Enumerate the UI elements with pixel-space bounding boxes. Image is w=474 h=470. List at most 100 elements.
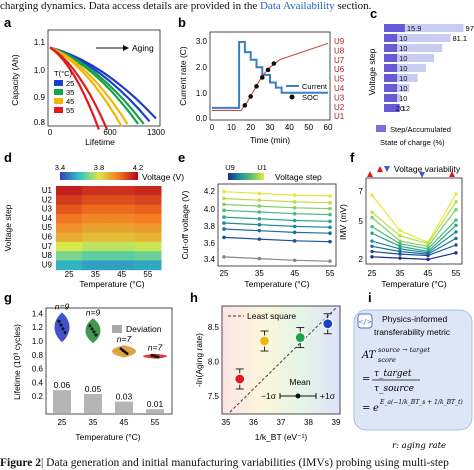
e-line-8 [223,256,331,262]
g-ytick-0.6: 0.6 [32,365,44,374]
g-n-label-3: n=7 [148,343,163,353]
c-step-label-1: 10 [399,34,407,43]
b-rtick-U7: U7 [334,56,345,65]
panel-d-letter: d [4,150,12,165]
g-dev-bar-3 [146,409,164,413]
h-ytick-8.5: 8.5 [208,323,220,332]
e-point-6-3 [328,231,332,235]
g-xlabel: Temperature (°C) [75,432,140,442]
f-point-3-1 [398,241,402,246]
c-step-label-8: 12 [402,104,410,113]
legend-current-label: Current [302,82,328,91]
b-rtick-U3: U3 [334,93,345,102]
soc-point-1 [248,94,253,99]
e-line-7 [223,236,331,243]
figure-label: Figure 2 [0,457,41,469]
g-legend-label: Deviation [126,324,162,334]
d-row-U1: U1 [42,186,53,195]
i-equals-2: = [362,403,370,414]
e-point-7-1 [257,237,262,241]
g-frame [45,307,173,415]
e-cb-left: U9 [225,163,235,172]
f-legend-label: Voltage variability [394,164,461,174]
e-ytick-4: 3.4 [204,255,216,264]
soc-points [242,61,277,108]
a-curve-5 [49,46,123,128]
caption-suffix: section. [334,0,372,12]
panel-e-letter: e [178,150,185,165]
d-cell-4-3 [134,223,162,233]
legend-soc-swatch [289,94,295,100]
d-row-U7: U7 [42,242,53,251]
e-ytick-3: 3.6 [204,239,216,248]
f-point-2-3 [454,207,458,212]
panel-c-letter: c [370,6,377,21]
f-point-1-0 [370,210,374,214]
g-ytick-0.4: 0.4 [32,378,44,387]
d-cell-3-2 [108,213,136,224]
c-legend-label: Step/Accumulated [390,125,451,134]
e-point-4-1 [257,217,262,221]
c-step-label-0: 15.9 [407,24,422,33]
code-icon-glyph: </> [359,318,372,326]
e-point-5-0 [222,221,226,225]
d-cell-1-0 [56,195,83,206]
h-ylabel: -ln(Aging rate) [194,333,204,387]
d-cell-4-0 [56,223,83,233]
g-ytick-1.2: 1.2 [32,323,44,332]
g-dot-0-3 [63,330,67,334]
legend-mean-dot [295,393,301,399]
b-rtick-U5: U5 [334,75,345,84]
b-xtick-0: 0 [210,123,215,132]
i-formula-lhs: AT [361,350,377,361]
a-legend-swatch-25 [54,80,63,86]
aging-label: Aging [132,43,154,53]
a-curve-7 [49,46,100,130]
f-point-2-1 [398,239,402,243]
h-point-2 [294,331,306,344]
e-point-3-3 [328,212,332,217]
a-legend-title: T(°C) [54,69,72,78]
g-xtick-25: 25 [58,418,67,427]
e-point-6-1 [257,228,262,233]
g-n-label-0: n=9 [55,301,70,311]
top-caption: charging dynamics. Data access details a… [0,0,474,14]
c-step-label-4: 10 [399,64,407,73]
d-row-U4: U4 [42,214,53,223]
e-point-3-2 [292,211,297,216]
panel-a-plot: Aging 1.1 1.0 0.9 0.8 0 600 1300 Lifetim… [10,29,165,147]
soc-point-5 [271,61,277,66]
d-cell-0-0 [56,186,83,196]
c-step-bar-1 [384,34,398,42]
d-cell-2-1 [82,204,109,215]
d-cb-tick-2: 4.2 [133,163,143,172]
panel-e-plot: U9 U1 Voltage step 4.2 4.0 3.8 3.6 3.4 2… [180,163,337,289]
b-ylabel: Current rate (C) [178,46,188,106]
a-xtick-0: 0 [48,128,53,137]
c-step-bar-0 [384,24,405,32]
f-point-5-3 [454,230,458,234]
b-xtick-6: 60 [324,123,333,132]
f-line-3 [371,219,457,250]
c-xlabel: State of charge (%) [380,138,445,147]
d-cell-6-2 [108,241,136,252]
e-line-1 [223,197,331,204]
e-xlabel: Temperature (°C) [244,279,309,289]
d-cell-4-2 [108,223,136,233]
i-title-2: transferability metric [374,327,451,337]
e-cb-right: U1 [257,163,267,172]
i-formula-sup: source → target [378,346,430,354]
e-line-4 [223,216,331,222]
d-cell-8-3 [134,260,162,271]
f-point-6-3 [454,236,458,241]
data-availability-link[interactable]: Data Availability [260,0,335,12]
red-triangle-icon [377,166,383,172]
h-xtick-35: 35 [222,418,231,427]
panel-g-letter: g [4,290,12,305]
g-xticks: 25 35 45 55 [58,418,160,427]
f-line-6 [371,237,457,255]
c-legend-swatch [376,125,386,132]
g-xtick-45: 45 [120,418,129,427]
panel-b-frame [209,31,331,121]
b-xlabel: Time (min) [250,135,290,145]
